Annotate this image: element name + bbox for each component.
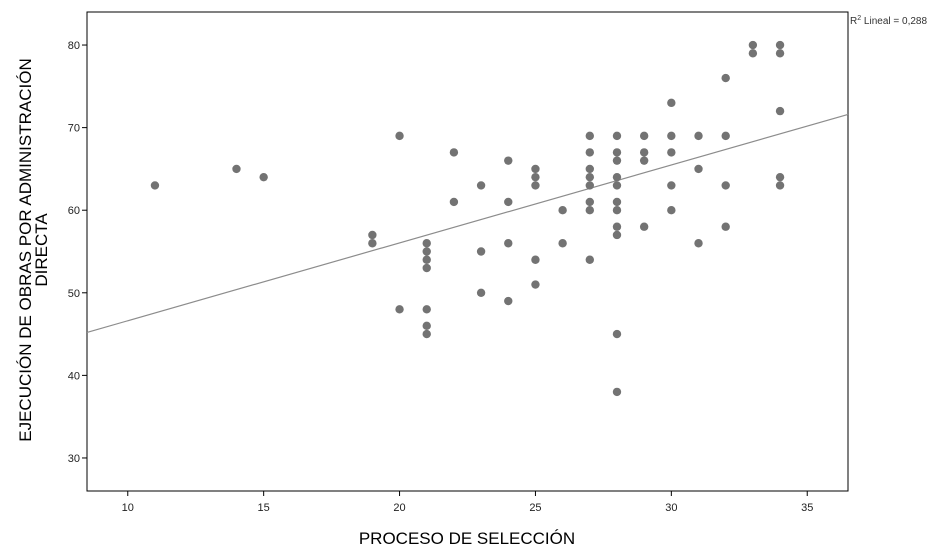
data-point xyxy=(585,164,595,174)
data-point xyxy=(585,255,595,264)
data-point xyxy=(422,321,431,331)
y-tick-label: 60 xyxy=(68,205,80,217)
data-point xyxy=(612,197,622,207)
points-layer xyxy=(150,40,785,397)
data-point xyxy=(775,181,785,190)
data-point xyxy=(667,98,676,108)
x-tick-label: 20 xyxy=(393,502,405,514)
data-point xyxy=(259,172,268,182)
data-point xyxy=(748,49,758,58)
data-point xyxy=(476,247,486,256)
data-point xyxy=(150,181,160,190)
plot-area-frame xyxy=(86,11,849,492)
data-point xyxy=(422,247,431,256)
data-point xyxy=(395,305,404,314)
data-point xyxy=(667,181,676,190)
data-point xyxy=(775,40,785,50)
data-point xyxy=(639,156,649,165)
data-point xyxy=(612,131,622,141)
data-point xyxy=(585,181,595,190)
data-point xyxy=(585,206,595,215)
y-tick-label: 50 xyxy=(68,288,80,300)
fit-line-layer xyxy=(86,113,849,334)
regression-line xyxy=(86,113,849,334)
data-point xyxy=(232,164,241,174)
data-point xyxy=(721,181,730,190)
data-point xyxy=(504,296,513,306)
r2-prefix: R xyxy=(850,16,857,27)
data-point xyxy=(775,49,785,58)
data-point xyxy=(585,172,595,182)
data-point xyxy=(748,40,758,50)
data-point xyxy=(395,131,404,141)
data-point xyxy=(612,222,622,231)
data-point xyxy=(422,239,431,248)
r2-superscript: 2 xyxy=(857,15,861,22)
data-point xyxy=(422,329,431,339)
data-point xyxy=(531,172,540,182)
data-point xyxy=(504,156,513,165)
data-point xyxy=(504,239,513,248)
data-point xyxy=(449,148,459,157)
data-point xyxy=(449,197,459,207)
data-point xyxy=(476,181,486,190)
data-point xyxy=(422,305,431,314)
data-point xyxy=(694,131,703,141)
data-point xyxy=(667,131,676,141)
x-tick-label: 25 xyxy=(529,502,541,514)
y-tick-label: 40 xyxy=(68,370,80,382)
data-point xyxy=(775,172,785,182)
data-point xyxy=(531,164,540,174)
data-point xyxy=(639,148,649,157)
data-point xyxy=(531,181,540,190)
data-point xyxy=(558,206,567,215)
data-point xyxy=(476,288,486,297)
y-tick-label: 80 xyxy=(68,40,80,52)
x-tick-label: 10 xyxy=(122,502,134,514)
data-point xyxy=(612,329,622,339)
y-tick-label: 30 xyxy=(68,453,80,465)
data-point xyxy=(721,222,730,231)
data-point xyxy=(721,131,730,141)
data-point xyxy=(639,131,649,141)
y-axis-ticks: 30 40 50 60 70 80 xyxy=(68,40,87,465)
data-point xyxy=(585,197,595,207)
x-tick-label: 35 xyxy=(801,502,813,514)
data-point xyxy=(531,280,540,289)
data-point xyxy=(612,230,622,240)
data-point xyxy=(667,206,676,215)
x-tick-label: 30 xyxy=(665,502,677,514)
x-axis-title: PROCESO DE SELECCIÓN xyxy=(359,529,575,546)
data-point xyxy=(585,131,595,141)
data-point xyxy=(612,172,622,182)
data-point xyxy=(639,222,649,231)
data-point xyxy=(667,148,676,157)
x-axis-ticks: 10 15 20 25 30 35 xyxy=(122,491,813,514)
data-point xyxy=(368,230,377,240)
data-point xyxy=(422,263,431,273)
data-point xyxy=(694,164,703,174)
r2-annotation: R2 Lineal = 0,288 xyxy=(850,15,927,27)
data-point xyxy=(368,239,377,248)
y-tick-label: 70 xyxy=(68,123,80,135)
x-tick-label: 15 xyxy=(258,502,270,514)
y-axis-title-line2: DIRECTA xyxy=(32,213,51,287)
r2-value: Lineal = 0,288 xyxy=(861,16,927,27)
data-point xyxy=(612,148,622,157)
data-point xyxy=(585,148,595,157)
data-point xyxy=(531,255,540,264)
data-point xyxy=(558,239,567,248)
data-point xyxy=(694,239,703,248)
data-point xyxy=(612,181,622,190)
data-point xyxy=(612,387,622,397)
data-point xyxy=(504,197,513,207)
data-point xyxy=(721,73,730,83)
data-point xyxy=(775,106,785,116)
y-axis-title-line1: EJECUCIÓN DE OBRAS POR ADMINISTRACIÓN xyxy=(16,58,35,442)
data-point xyxy=(612,206,622,215)
data-point xyxy=(612,156,622,165)
data-point xyxy=(422,255,431,264)
